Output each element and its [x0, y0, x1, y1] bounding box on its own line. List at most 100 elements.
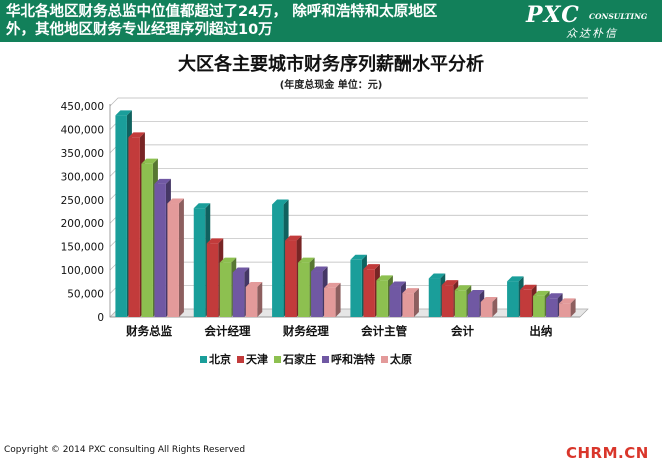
- legend-item: 太原: [381, 351, 412, 367]
- gridline: [109, 167, 588, 177]
- bar-top: [441, 280, 459, 286]
- y-tick-label: 300,000: [61, 171, 104, 183]
- bar: [245, 286, 258, 317]
- chart-title: 大区各主要城市财务序列薪酬水平分析: [178, 54, 484, 75]
- bar-top: [454, 285, 472, 291]
- bar: [533, 295, 545, 317]
- bar-top: [245, 281, 263, 287]
- brand-chinese-name: 众达朴信: [566, 27, 618, 40]
- y-tick-label: 100,000: [61, 265, 104, 277]
- bar-top: [219, 257, 237, 263]
- bar: [311, 271, 323, 317]
- y-tick-label: 450,000: [61, 101, 104, 113]
- bar-top: [311, 266, 328, 272]
- bar-top: [298, 257, 315, 263]
- bar-top: [193, 203, 211, 209]
- x-tick-label: 出纳: [529, 324, 552, 338]
- bar: [141, 163, 153, 317]
- bar-side: [570, 298, 576, 317]
- legend-item: 北京: [200, 351, 231, 367]
- legend-label: 天津: [246, 353, 268, 366]
- x-tick-label: 会计经理: [204, 324, 251, 338]
- bar: [154, 183, 166, 317]
- legend-label: 呼和浩特: [331, 353, 375, 366]
- bar: [115, 115, 127, 317]
- bar-top: [520, 284, 537, 290]
- bar: [128, 137, 140, 317]
- bar: [389, 286, 401, 317]
- legend-swatch: [322, 355, 329, 363]
- x-tick-label: 会计: [450, 324, 474, 338]
- legend-swatch: [274, 355, 281, 363]
- bar-top: [546, 293, 563, 299]
- bar: [520, 289, 532, 317]
- bar-top: [533, 290, 550, 296]
- x-tick-label: 会计主管: [360, 324, 407, 338]
- bar: [376, 280, 388, 317]
- brand-logo-subtitle: CONSULTING: [589, 12, 648, 21]
- bar: [219, 262, 232, 317]
- legend-swatch: [237, 355, 244, 363]
- legend-item: 天津: [237, 351, 268, 367]
- legend-item: 石家庄: [274, 351, 316, 367]
- headline: 华北各地区财务总监中位值都超过了24万， 除呼和浩特和太原地区 外，其他地区财务…: [6, 4, 438, 38]
- x-tick-label: 财务总监: [125, 324, 172, 338]
- legend-swatch: [381, 355, 388, 363]
- y-tick-label: 200,000: [61, 218, 104, 230]
- gridline: [109, 121, 588, 130]
- copyright-notice: Copyright © 2014 PXC consulting All Righ…: [4, 445, 246, 455]
- bar-top: [206, 238, 224, 244]
- chart-subtitle: (年度总现金 单位：元): [279, 80, 383, 91]
- bar-top: [128, 132, 145, 138]
- bar-top: [428, 273, 446, 279]
- bar-side: [257, 281, 263, 317]
- site-watermark: CHRM.CN: [566, 444, 649, 462]
- bar: [285, 240, 297, 317]
- chart-legend: 北京 天津 石家庄 呼和浩特 太原: [200, 351, 462, 367]
- bar-top: [154, 178, 171, 184]
- bar-side: [492, 296, 498, 317]
- header-banner: 华北各地区财务总监中位值都超过了24万， 除呼和浩特和太原地区 外，其他地区财务…: [0, 0, 662, 42]
- bar-top: [402, 288, 419, 294]
- bar: [298, 262, 310, 317]
- bar-top: [285, 235, 302, 241]
- bar: [507, 281, 519, 317]
- bar: [363, 269, 375, 317]
- legend-swatch: [200, 355, 207, 363]
- bar-side: [178, 198, 184, 317]
- bar: [454, 290, 467, 317]
- bar-top: [480, 296, 498, 302]
- bar-top: [389, 281, 406, 287]
- bar-top: [324, 282, 341, 288]
- bar-top: [167, 198, 184, 204]
- y-tick-label: 250,000: [61, 195, 104, 207]
- y-tick-label: 0: [97, 312, 104, 324]
- legend-label: 北京: [209, 353, 231, 366]
- bar: [546, 298, 558, 317]
- legend-item: 呼和浩特: [322, 351, 375, 367]
- gridline: [109, 97, 588, 107]
- bar: [350, 259, 362, 317]
- y-tick-label: 400,000: [61, 124, 104, 136]
- bar-top: [507, 276, 524, 282]
- bar: [167, 203, 179, 317]
- bar: [441, 285, 454, 317]
- bar: [193, 208, 206, 317]
- y-tick-label: 150,000: [61, 242, 104, 254]
- bar: [206, 243, 219, 317]
- bar: [402, 293, 414, 317]
- bar: [467, 294, 480, 317]
- bar-top: [141, 158, 158, 164]
- legend-label: 太原: [390, 353, 412, 366]
- bar-top: [115, 110, 132, 116]
- bar: [428, 278, 441, 317]
- bar-top: [272, 199, 289, 205]
- brand-logo: PXC: [526, 2, 580, 28]
- bar: [232, 272, 245, 317]
- y-tick-label: 350,000: [61, 148, 104, 160]
- bar: [559, 303, 571, 317]
- legend-label: 石家庄: [283, 353, 316, 366]
- bar-side: [335, 282, 341, 317]
- bar-side: [413, 288, 419, 317]
